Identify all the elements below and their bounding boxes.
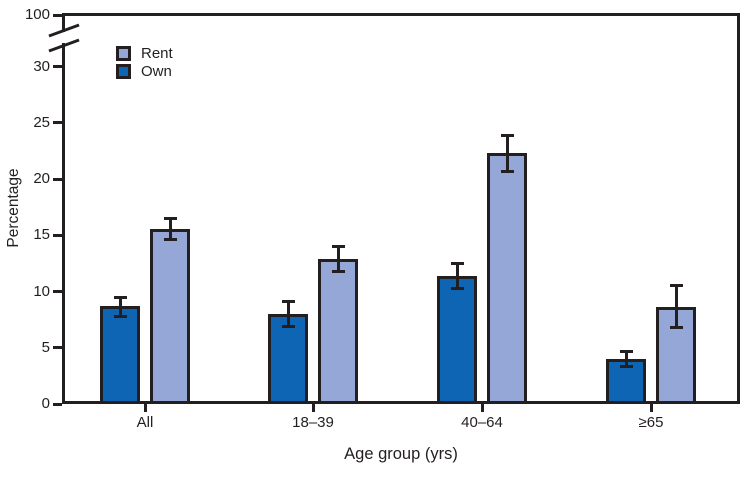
error-bar-cap	[331, 245, 345, 248]
x-tick	[649, 404, 653, 412]
error-bar-stem	[168, 218, 172, 240]
error-bar-stem	[674, 285, 678, 328]
x-tick-label: All	[136, 414, 154, 431]
y-tick-label: 10	[33, 282, 50, 300]
error-bar-cap	[450, 261, 464, 265]
bar-rent	[150, 228, 190, 404]
bar-own	[100, 306, 140, 404]
plot-frame	[62, 13, 740, 404]
error-bar-cap	[163, 238, 177, 242]
y-tick	[53, 402, 62, 406]
x-tick	[480, 404, 484, 412]
error-bar-cap	[669, 284, 683, 288]
y-tick-label: 25	[33, 113, 50, 131]
error-bar-cap	[113, 314, 127, 318]
legend-item-own: Own	[116, 64, 173, 79]
y-tick-label: 5	[41, 338, 50, 356]
y-tick-label: 15	[33, 226, 50, 244]
x-axis-title: Age group (yrs)	[344, 445, 458, 463]
y-tick	[53, 13, 62, 17]
x-tick	[143, 404, 147, 412]
y-axis-title: Percentage	[5, 168, 22, 248]
legend-label-rent: Rent	[141, 45, 173, 62]
y-tick-label: 0	[41, 395, 50, 412]
error-bar-stem	[505, 135, 509, 172]
error-bar-cap	[500, 169, 514, 173]
legend: Rent Own	[116, 46, 173, 82]
legend-swatch-rent	[116, 46, 131, 61]
error-bar-cap	[619, 365, 633, 369]
x-tick-label: 18–39	[292, 414, 334, 431]
bar-own	[437, 275, 477, 404]
legend-label-own: Own	[141, 63, 172, 80]
legend-swatch-own	[116, 64, 131, 79]
error-bar-cap	[331, 269, 345, 273]
error-bar-cap	[281, 324, 295, 328]
y-tick	[53, 65, 62, 68]
x-tick	[311, 404, 315, 412]
y-tick	[53, 121, 62, 125]
y-tick	[53, 233, 62, 237]
y-tick-label: 100	[24, 6, 50, 23]
error-bar-cap	[450, 286, 464, 290]
error-bar-cap	[163, 216, 177, 220]
legend-item-rent: Rent	[116, 46, 173, 61]
y-tick	[53, 290, 62, 293]
y-tick	[53, 346, 62, 350]
error-bar-stem	[336, 246, 340, 272]
y-tick	[53, 177, 62, 181]
error-bar-cap	[619, 349, 633, 353]
error-bar-cap	[500, 133, 514, 137]
error-bar-stem	[624, 351, 628, 367]
x-tick-label: ≥65	[638, 414, 664, 431]
error-bar-stem	[286, 301, 290, 327]
axis-break-mask	[61, 32, 67, 43]
error-bar-cap	[281, 300, 295, 304]
x-tick-label: 40–64	[461, 414, 503, 431]
y-tick-label: 30	[33, 57, 50, 75]
bar-rent	[318, 258, 358, 404]
bar-rent	[487, 153, 527, 404]
error-bar-cap	[113, 295, 127, 299]
error-bar-stem	[455, 263, 459, 289]
y-tick-label: 20	[33, 170, 50, 187]
error-bar-cap	[669, 326, 683, 329]
error-bar-stem	[118, 297, 122, 317]
